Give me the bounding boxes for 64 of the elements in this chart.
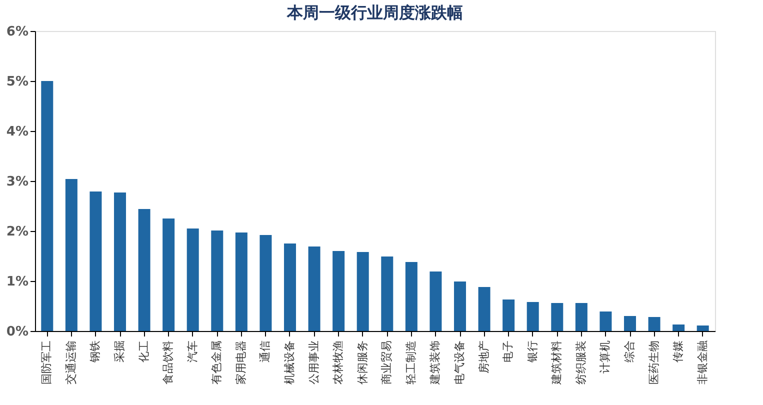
x-tick-label: 汽车 bbox=[186, 340, 199, 362]
x-tick-label: 国防军工 bbox=[40, 340, 54, 384]
y-tick-label: 2% bbox=[6, 224, 28, 240]
x-tick-label: 非银金融 bbox=[696, 340, 709, 384]
bar bbox=[260, 235, 272, 331]
x-tick-label: 医药生物 bbox=[647, 340, 660, 384]
bar bbox=[41, 81, 54, 331]
x-tick-label: 交通运输 bbox=[64, 340, 78, 384]
bar bbox=[502, 300, 515, 331]
x-tick-label: 化工 bbox=[137, 340, 150, 362]
x-tick-label: 传媒 bbox=[672, 340, 685, 362]
y-tick-label: 4% bbox=[6, 124, 28, 140]
y-tick-label: 6% bbox=[6, 24, 28, 40]
bar bbox=[284, 244, 296, 331]
bar bbox=[211, 230, 224, 331]
chart-title: 本周一级行业周度涨跌幅 bbox=[286, 3, 463, 22]
x-tick-label: 计算机 bbox=[598, 340, 612, 374]
x-tick-label: 电子 bbox=[502, 340, 515, 362]
bar bbox=[162, 218, 175, 331]
bar bbox=[478, 287, 490, 331]
bar bbox=[454, 282, 466, 331]
x-tick-label: 家用电器 bbox=[234, 340, 248, 384]
x-tick-label: 钢铁 bbox=[88, 340, 102, 364]
x-tick-label: 机械设备 bbox=[283, 340, 296, 384]
bar bbox=[114, 192, 126, 331]
x-tick-label: 商业贸易 bbox=[380, 340, 394, 384]
bar bbox=[696, 326, 709, 331]
x-tick-label: 公用事业 bbox=[307, 340, 320, 384]
bar bbox=[672, 324, 685, 331]
x-tick-label: 银行 bbox=[526, 340, 539, 364]
x-tick-label: 房地产 bbox=[477, 340, 490, 374]
bar bbox=[575, 303, 588, 331]
bar bbox=[356, 252, 369, 331]
y-tick-label: 3% bbox=[6, 174, 28, 190]
bar bbox=[308, 246, 320, 331]
bar bbox=[526, 302, 539, 331]
x-tick-label: 通信 bbox=[258, 340, 272, 362]
bar bbox=[332, 251, 345, 331]
y-tick-label: 5% bbox=[6, 74, 28, 90]
x-tick-label: 综合 bbox=[623, 340, 636, 362]
bar bbox=[624, 316, 636, 331]
bar bbox=[65, 179, 78, 331]
bar bbox=[381, 256, 394, 331]
x-tick-label: 采掘 bbox=[113, 340, 126, 362]
bar bbox=[405, 262, 418, 331]
y-tick-label: 0% bbox=[6, 324, 28, 340]
x-tick-label: 休闲服务 bbox=[356, 340, 369, 384]
x-tick-label: 建筑材料 bbox=[550, 340, 564, 386]
bar bbox=[138, 209, 150, 331]
x-tick-label: 电气设备 bbox=[453, 340, 466, 384]
bar bbox=[430, 272, 442, 331]
bar bbox=[90, 192, 102, 331]
x-tick-label: 纺织服装 bbox=[574, 340, 588, 384]
x-tick-label: 食品饮料 bbox=[162, 340, 175, 384]
x-tick-label: 农林牧渔 bbox=[332, 340, 345, 384]
bar bbox=[235, 232, 248, 331]
x-tick-label: 有色金属 bbox=[210, 340, 224, 384]
bar bbox=[600, 312, 612, 331]
x-tick-label: 轻工制造 bbox=[404, 340, 418, 384]
x-tick-label: 建筑装饰 bbox=[428, 340, 442, 386]
y-tick-label: 1% bbox=[6, 274, 28, 290]
bar bbox=[551, 303, 564, 331]
bar bbox=[186, 228, 199, 331]
bar bbox=[648, 317, 660, 331]
